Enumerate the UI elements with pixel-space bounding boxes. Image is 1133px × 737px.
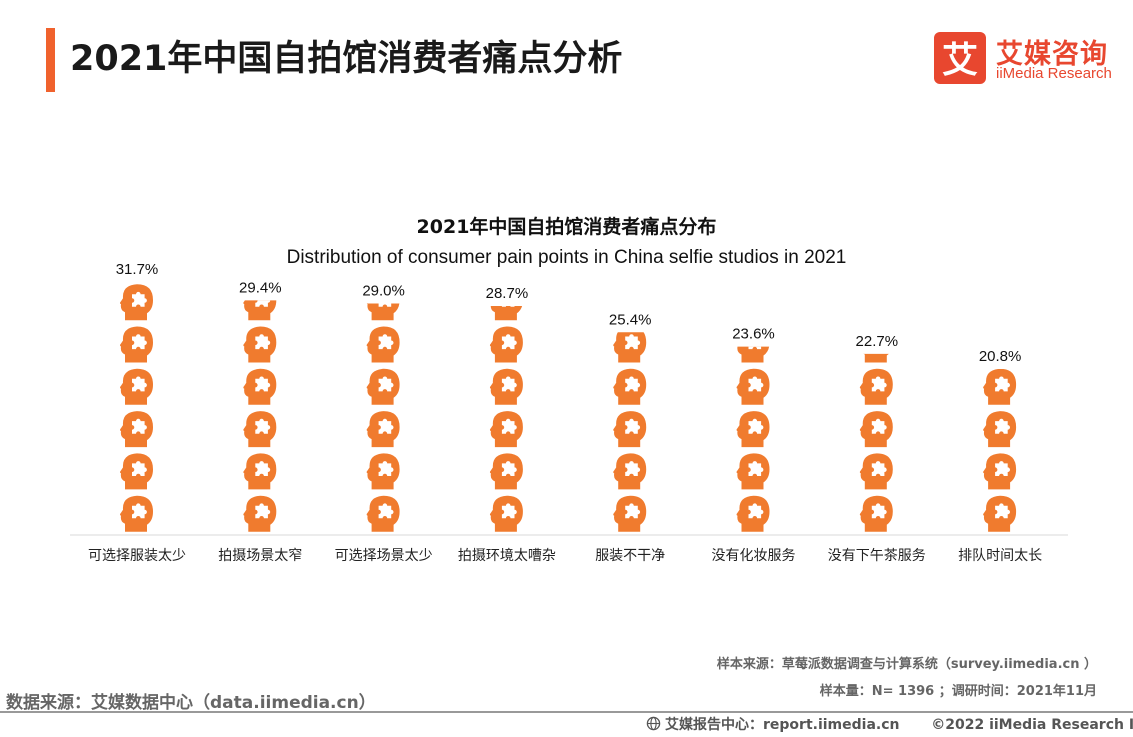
head-puzzle-icon xyxy=(120,368,153,405)
bar-1 xyxy=(120,284,153,532)
head-puzzle-icon xyxy=(613,411,647,448)
footer: 艾媒报告中心：report.iimedia.cn ©2022 iiMedia R… xyxy=(646,714,1133,734)
chart-title: 2021年中国自拍馆消费者痛点分布 xyxy=(416,216,717,238)
copyright: ©2022 iiMedia Research Inc xyxy=(931,717,1133,733)
bar-4 xyxy=(489,305,523,532)
head-puzzle-icon xyxy=(736,411,770,448)
head-puzzle-icon xyxy=(489,495,523,532)
bar-6 xyxy=(736,346,770,532)
head-puzzle-icon xyxy=(859,411,893,448)
head-puzzle-icon xyxy=(736,495,770,532)
report-center-link[interactable]: 艾媒报告中心：report.iimedia.cn xyxy=(665,717,900,733)
head-puzzle-icon xyxy=(489,368,523,405)
bar-7 xyxy=(859,353,893,532)
head-puzzle-icon xyxy=(120,495,153,532)
bar-5 xyxy=(613,332,647,532)
category-label: 可选择服装太少 xyxy=(88,548,186,564)
head-puzzle-icon xyxy=(366,495,400,532)
head-puzzle-icon xyxy=(366,326,400,363)
head-puzzle-icon xyxy=(736,368,770,405)
head-puzzle-icon xyxy=(613,495,647,532)
head-puzzle-icon xyxy=(120,284,153,321)
head-puzzle-icon xyxy=(983,453,1017,490)
category-label: 可选择场景太少 xyxy=(335,548,433,564)
value-label: 31.7% xyxy=(116,261,159,278)
category-label: 排队时间太长 xyxy=(958,548,1042,564)
head-puzzle-icon xyxy=(243,368,277,405)
head-puzzle-icon xyxy=(736,453,770,490)
head-puzzle-icon xyxy=(859,453,893,490)
head-puzzle-icon xyxy=(243,411,277,448)
value-label: 20.8% xyxy=(979,348,1022,365)
head-puzzle-icon xyxy=(859,495,893,532)
head-puzzle-icon xyxy=(366,453,400,490)
value-label: 22.7% xyxy=(856,333,899,350)
logo-name-cn: 艾媒咨询 xyxy=(996,39,1108,70)
head-puzzle-icon xyxy=(489,411,523,448)
head-puzzle-icon xyxy=(613,368,647,405)
category-label: 没有下午茶服务 xyxy=(828,548,926,564)
head-puzzle-icon xyxy=(243,453,277,490)
head-puzzle-icon xyxy=(489,326,523,363)
bar-8 xyxy=(983,368,1017,532)
bar-2 xyxy=(243,300,277,532)
logo-mark-icon: 艾 xyxy=(934,32,986,84)
head-puzzle-icon xyxy=(366,411,400,448)
footer-divider xyxy=(0,711,1133,713)
category-label: 服装不干净 xyxy=(595,548,665,564)
page-title: 2021年中国自拍馆消费者痛点分析 xyxy=(70,39,623,79)
logo-name-en: iiMedia Research xyxy=(996,65,1112,82)
title-accent-bar xyxy=(46,28,55,92)
head-puzzle-icon xyxy=(366,368,400,405)
bar-3 xyxy=(366,303,400,532)
value-label: 28.7% xyxy=(486,285,529,302)
head-puzzle-icon xyxy=(613,332,647,363)
value-label: 29.4% xyxy=(239,279,282,296)
category-label: 拍摄场景太窄 xyxy=(218,547,302,564)
head-puzzle-icon xyxy=(120,411,153,448)
value-label: 25.4% xyxy=(609,311,652,328)
head-puzzle-icon xyxy=(983,411,1017,448)
logo-glyph: 艾 xyxy=(942,40,978,81)
head-puzzle-icon xyxy=(983,495,1017,532)
head-puzzle-icon xyxy=(983,368,1017,405)
sample-source: 样本来源：草莓派数据调查与计算系统（survey.iimedia.cn ） xyxy=(716,657,1097,672)
head-puzzle-icon xyxy=(489,453,523,490)
category-label: 没有化妆服务 xyxy=(712,548,796,564)
globe-icon xyxy=(646,716,661,731)
category-label: 拍摄环境太嘈杂 xyxy=(458,548,556,564)
head-puzzle-icon xyxy=(120,453,153,490)
data-source: 数据来源：艾媒数据中心（data.iimedia.cn） xyxy=(6,693,376,713)
head-puzzle-icon xyxy=(859,368,893,405)
sample-size: 样本量：N= 1396 ；调研时间：2021年11月 xyxy=(819,684,1097,699)
pictograph-bar-chart: 31.7% 可选择服装太少 29.4% 拍摄场景太窄 29.0% 可选择场景太少 28.7%… xyxy=(70,261,1068,564)
head-puzzle-icon xyxy=(120,326,153,363)
iimedia-logo[interactable]: 艾 艾媒咨询 iiMedia Research xyxy=(934,32,1114,84)
head-puzzle-icon xyxy=(613,453,647,490)
chart-subtitle: Distribution of consumer pain points in … xyxy=(286,247,847,268)
head-puzzle-icon xyxy=(243,326,277,363)
head-puzzle-icon xyxy=(243,495,277,532)
value-label: 23.6% xyxy=(732,326,775,343)
value-label: 29.0% xyxy=(362,283,405,300)
